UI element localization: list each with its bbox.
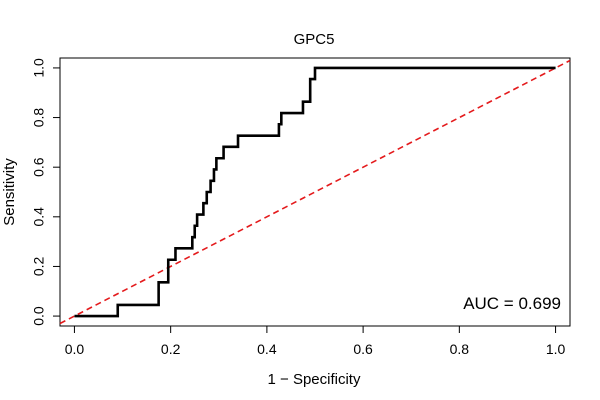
x-tick-label: 0.2 — [161, 341, 181, 357]
x-tick-label: 1.0 — [546, 341, 566, 357]
x-tick-label: 0.0 — [65, 341, 85, 357]
y-tick-label: 0.2 — [31, 257, 47, 277]
y-tick-label: 1.0 — [31, 58, 47, 78]
y-tick-label: 0.8 — [31, 108, 47, 128]
x-tick-label: 0.8 — [450, 341, 470, 357]
y-axis-label: Sensitivity — [1, 158, 18, 226]
y-axis: 0.0 0.2 0.4 0.6 0.8 1.0 — [31, 58, 61, 326]
y-tick-label: 0.4 — [31, 207, 47, 227]
chance-diagonal-line — [59, 59, 571, 325]
auc-label: AUC = 0.699 — [463, 294, 561, 313]
x-axis-label: 1 − Specificity — [268, 371, 361, 388]
x-tick-label: 0.4 — [257, 341, 277, 357]
y-tick-label: 0.6 — [31, 157, 47, 177]
x-tick-label: 0.6 — [353, 341, 373, 357]
chart-title: GPC5 — [294, 31, 335, 48]
series-layer — [59, 59, 571, 325]
roc-curve — [74, 66, 556, 318]
plot-frame — [59, 57, 571, 327]
x-axis: 0.0 0.2 0.4 0.6 0.8 1.0 — [65, 325, 566, 357]
y-tick-label: 0.0 — [31, 306, 47, 326]
